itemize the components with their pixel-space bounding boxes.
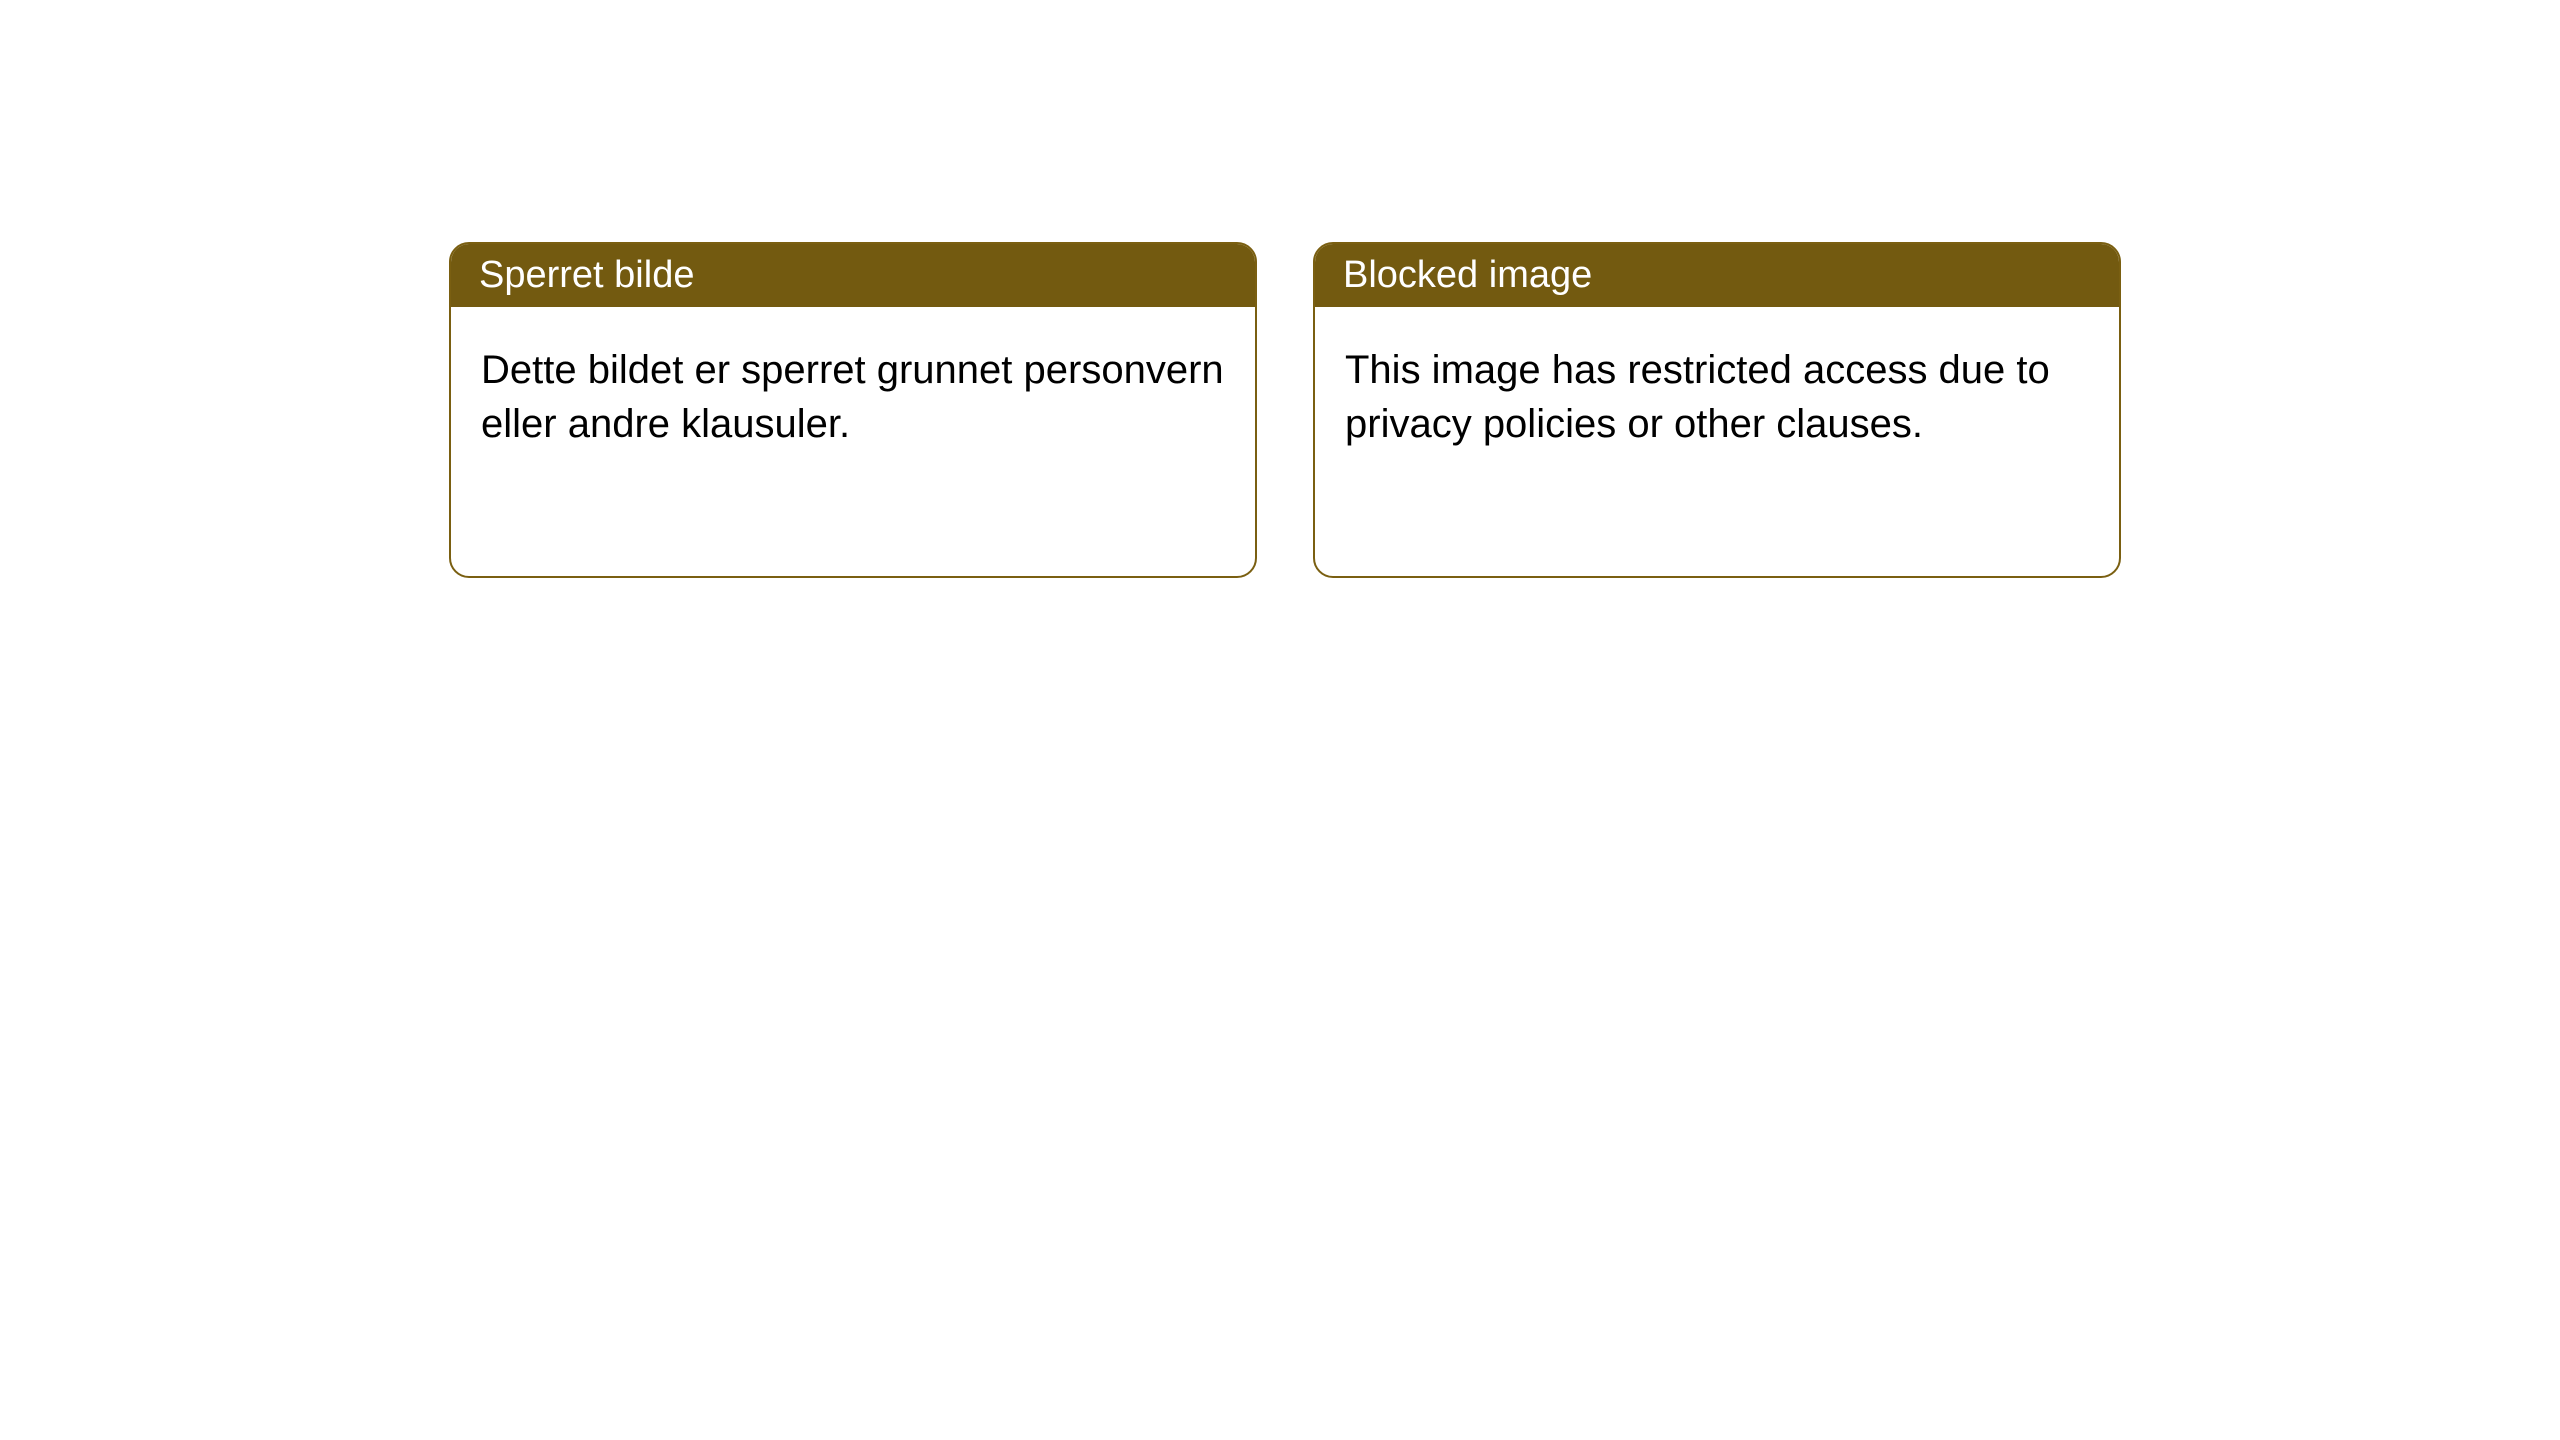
notice-card-norwegian: Sperret bilde Dette bildet er sperret gr… xyxy=(449,242,1257,578)
card-body: Dette bildet er sperret grunnet personve… xyxy=(451,307,1255,487)
card-body-text: This image has restricted access due to … xyxy=(1345,348,2050,446)
card-title: Blocked image xyxy=(1343,254,1592,296)
card-title: Sperret bilde xyxy=(479,254,694,296)
card-body: This image has restricted access due to … xyxy=(1315,307,2119,487)
card-body-text: Dette bildet er sperret grunnet personve… xyxy=(481,348,1224,446)
card-header: Blocked image xyxy=(1315,244,2119,307)
card-header: Sperret bilde xyxy=(451,244,1255,307)
notice-cards-container: Sperret bilde Dette bildet er sperret gr… xyxy=(449,242,2121,578)
notice-card-english: Blocked image This image has restricted … xyxy=(1313,242,2121,578)
